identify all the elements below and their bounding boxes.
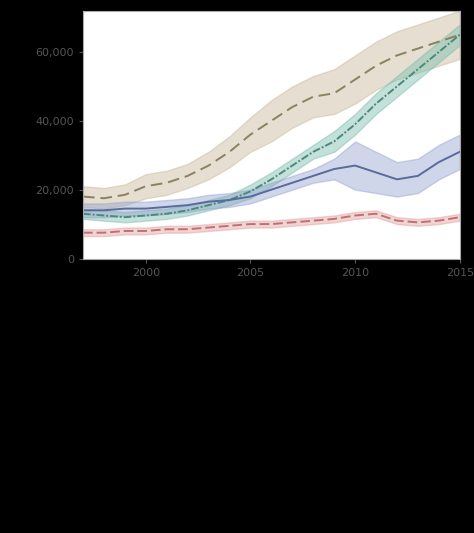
- Y-axis label: Annual Number of Procedures: Annual Number of Procedures: [21, 51, 31, 218]
